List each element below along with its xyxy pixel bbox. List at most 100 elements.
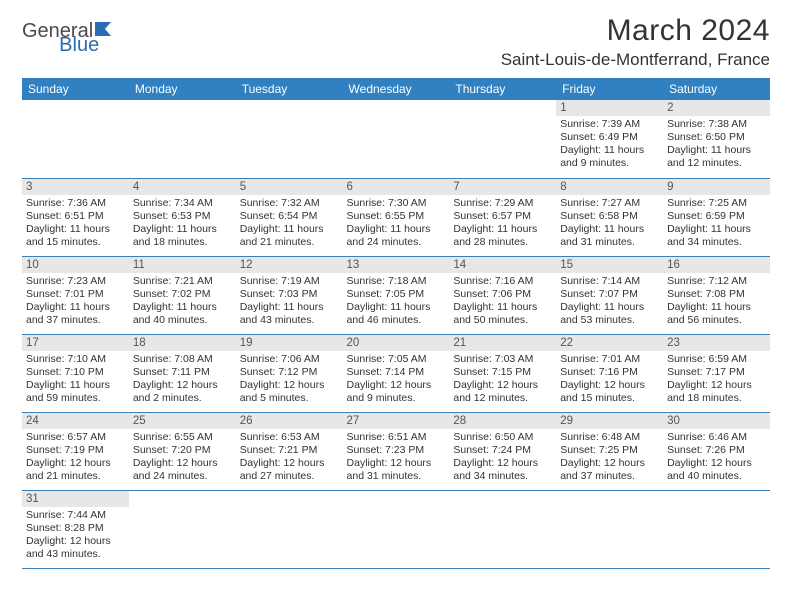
calendar-cell: [22, 100, 129, 178]
day-details: Sunrise: 6:55 AMSunset: 7:20 PMDaylight:…: [129, 429, 236, 488]
day-details: Sunrise: 7:39 AMSunset: 6:49 PMDaylight:…: [556, 116, 663, 175]
day-number: 8: [556, 179, 663, 195]
calendar-cell: 5Sunrise: 7:32 AMSunset: 6:54 PMDaylight…: [236, 178, 343, 256]
calendar-cell: 6Sunrise: 7:30 AMSunset: 6:55 PMDaylight…: [343, 178, 450, 256]
day-details: Sunrise: 6:48 AMSunset: 7:25 PMDaylight:…: [556, 429, 663, 488]
calendar-cell: 2Sunrise: 7:38 AMSunset: 6:50 PMDaylight…: [663, 100, 770, 178]
day-details: Sunrise: 7:19 AMSunset: 7:03 PMDaylight:…: [236, 273, 343, 332]
calendar-row: 1Sunrise: 7:39 AMSunset: 6:49 PMDaylight…: [22, 100, 770, 178]
calendar-cell: 8Sunrise: 7:27 AMSunset: 6:58 PMDaylight…: [556, 178, 663, 256]
calendar-cell: 31Sunrise: 7:44 AMSunset: 8:28 PMDayligh…: [22, 490, 129, 568]
calendar-table: SundayMondayTuesdayWednesdayThursdayFrid…: [22, 78, 770, 569]
calendar-cell: 29Sunrise: 6:48 AMSunset: 7:25 PMDayligh…: [556, 412, 663, 490]
day-number: 17: [22, 335, 129, 351]
calendar-cell: 18Sunrise: 7:08 AMSunset: 7:11 PMDayligh…: [129, 334, 236, 412]
calendar-cell: 15Sunrise: 7:14 AMSunset: 7:07 PMDayligh…: [556, 256, 663, 334]
day-number: 6: [343, 179, 450, 195]
calendar-cell: 17Sunrise: 7:10 AMSunset: 7:10 PMDayligh…: [22, 334, 129, 412]
day-number: 16: [663, 257, 770, 273]
day-details: Sunrise: 7:34 AMSunset: 6:53 PMDaylight:…: [129, 195, 236, 254]
day-details: Sunrise: 7:27 AMSunset: 6:58 PMDaylight:…: [556, 195, 663, 254]
day-number: 26: [236, 413, 343, 429]
calendar-body: 1Sunrise: 7:39 AMSunset: 6:49 PMDaylight…: [22, 100, 770, 568]
day-details: Sunrise: 7:29 AMSunset: 6:57 PMDaylight:…: [449, 195, 556, 254]
day-number: 23: [663, 335, 770, 351]
day-details: Sunrise: 6:46 AMSunset: 7:26 PMDaylight:…: [663, 429, 770, 488]
calendar-cell: 25Sunrise: 6:55 AMSunset: 7:20 PMDayligh…: [129, 412, 236, 490]
calendar-cell: 22Sunrise: 7:01 AMSunset: 7:16 PMDayligh…: [556, 334, 663, 412]
weekday-header: Tuesday: [236, 78, 343, 100]
brand-text-2: Blue: [59, 34, 99, 56]
day-details: Sunrise: 6:57 AMSunset: 7:19 PMDaylight:…: [22, 429, 129, 488]
calendar-cell: 21Sunrise: 7:03 AMSunset: 7:15 PMDayligh…: [449, 334, 556, 412]
weekday-header: Wednesday: [343, 78, 450, 100]
day-number: 29: [556, 413, 663, 429]
day-number: 25: [129, 413, 236, 429]
day-number: 31: [22, 491, 129, 507]
calendar-cell: 24Sunrise: 6:57 AMSunset: 7:19 PMDayligh…: [22, 412, 129, 490]
calendar-cell: 16Sunrise: 7:12 AMSunset: 7:08 PMDayligh…: [663, 256, 770, 334]
calendar-cell: [343, 100, 450, 178]
day-details: Sunrise: 7:44 AMSunset: 8:28 PMDaylight:…: [22, 507, 129, 566]
day-details: Sunrise: 6:53 AMSunset: 7:21 PMDaylight:…: [236, 429, 343, 488]
day-number: 9: [663, 179, 770, 195]
day-details: Sunrise: 7:05 AMSunset: 7:14 PMDaylight:…: [343, 351, 450, 410]
calendar-cell: [343, 490, 450, 568]
day-number: 4: [129, 179, 236, 195]
calendar-row: 17Sunrise: 7:10 AMSunset: 7:10 PMDayligh…: [22, 334, 770, 412]
day-details: Sunrise: 7:21 AMSunset: 7:02 PMDaylight:…: [129, 273, 236, 332]
calendar-cell: 27Sunrise: 6:51 AMSunset: 7:23 PMDayligh…: [343, 412, 450, 490]
day-details: Sunrise: 7:38 AMSunset: 6:50 PMDaylight:…: [663, 116, 770, 175]
calendar-cell: 9Sunrise: 7:25 AMSunset: 6:59 PMDaylight…: [663, 178, 770, 256]
day-number: 13: [343, 257, 450, 273]
day-number: 19: [236, 335, 343, 351]
calendar-cell: [129, 100, 236, 178]
calendar-cell: 14Sunrise: 7:16 AMSunset: 7:06 PMDayligh…: [449, 256, 556, 334]
calendar-cell: 12Sunrise: 7:19 AMSunset: 7:03 PMDayligh…: [236, 256, 343, 334]
day-details: Sunrise: 7:25 AMSunset: 6:59 PMDaylight:…: [663, 195, 770, 254]
day-number: 20: [343, 335, 450, 351]
day-number: 30: [663, 413, 770, 429]
day-number: 11: [129, 257, 236, 273]
day-number: 7: [449, 179, 556, 195]
calendar-cell: [556, 490, 663, 568]
weekday-header: Monday: [129, 78, 236, 100]
day-number: 10: [22, 257, 129, 273]
weekday-header-row: SundayMondayTuesdayWednesdayThursdayFrid…: [22, 78, 770, 100]
day-details: Sunrise: 7:18 AMSunset: 7:05 PMDaylight:…: [343, 273, 450, 332]
day-details: Sunrise: 6:59 AMSunset: 7:17 PMDaylight:…: [663, 351, 770, 410]
calendar-cell: 11Sunrise: 7:21 AMSunset: 7:02 PMDayligh…: [129, 256, 236, 334]
day-details: Sunrise: 7:06 AMSunset: 7:12 PMDaylight:…: [236, 351, 343, 410]
day-number: 28: [449, 413, 556, 429]
calendar-cell: 23Sunrise: 6:59 AMSunset: 7:17 PMDayligh…: [663, 334, 770, 412]
calendar-cell: [236, 100, 343, 178]
title-block: March 2024 Saint-Louis-de-Montferrand, F…: [501, 14, 770, 70]
calendar-cell: [449, 100, 556, 178]
calendar-cell: 19Sunrise: 7:06 AMSunset: 7:12 PMDayligh…: [236, 334, 343, 412]
day-number: 24: [22, 413, 129, 429]
calendar-cell: 28Sunrise: 6:50 AMSunset: 7:24 PMDayligh…: [449, 412, 556, 490]
day-details: Sunrise: 7:01 AMSunset: 7:16 PMDaylight:…: [556, 351, 663, 410]
calendar-cell: 4Sunrise: 7:34 AMSunset: 6:53 PMDaylight…: [129, 178, 236, 256]
day-details: Sunrise: 7:14 AMSunset: 7:07 PMDaylight:…: [556, 273, 663, 332]
calendar-row: 24Sunrise: 6:57 AMSunset: 7:19 PMDayligh…: [22, 412, 770, 490]
day-number: 14: [449, 257, 556, 273]
calendar-cell: 20Sunrise: 7:05 AMSunset: 7:14 PMDayligh…: [343, 334, 450, 412]
weekday-header: Saturday: [663, 78, 770, 100]
day-details: Sunrise: 7:03 AMSunset: 7:15 PMDaylight:…: [449, 351, 556, 410]
day-number: 2: [663, 100, 770, 116]
day-details: Sunrise: 7:10 AMSunset: 7:10 PMDaylight:…: [22, 351, 129, 410]
location-text: Saint-Louis-de-Montferrand, France: [501, 50, 770, 70]
calendar-cell: 13Sunrise: 7:18 AMSunset: 7:05 PMDayligh…: [343, 256, 450, 334]
day-number: 5: [236, 179, 343, 195]
calendar-row: 10Sunrise: 7:23 AMSunset: 7:01 PMDayligh…: [22, 256, 770, 334]
day-details: Sunrise: 7:08 AMSunset: 7:11 PMDaylight:…: [129, 351, 236, 410]
day-number: 22: [556, 335, 663, 351]
calendar-cell: [236, 490, 343, 568]
day-details: Sunrise: 6:50 AMSunset: 7:24 PMDaylight:…: [449, 429, 556, 488]
day-details: Sunrise: 7:32 AMSunset: 6:54 PMDaylight:…: [236, 195, 343, 254]
day-details: Sunrise: 7:12 AMSunset: 7:08 PMDaylight:…: [663, 273, 770, 332]
calendar-cell: [663, 490, 770, 568]
day-details: Sunrise: 7:16 AMSunset: 7:06 PMDaylight:…: [449, 273, 556, 332]
calendar-row: 31Sunrise: 7:44 AMSunset: 8:28 PMDayligh…: [22, 490, 770, 568]
